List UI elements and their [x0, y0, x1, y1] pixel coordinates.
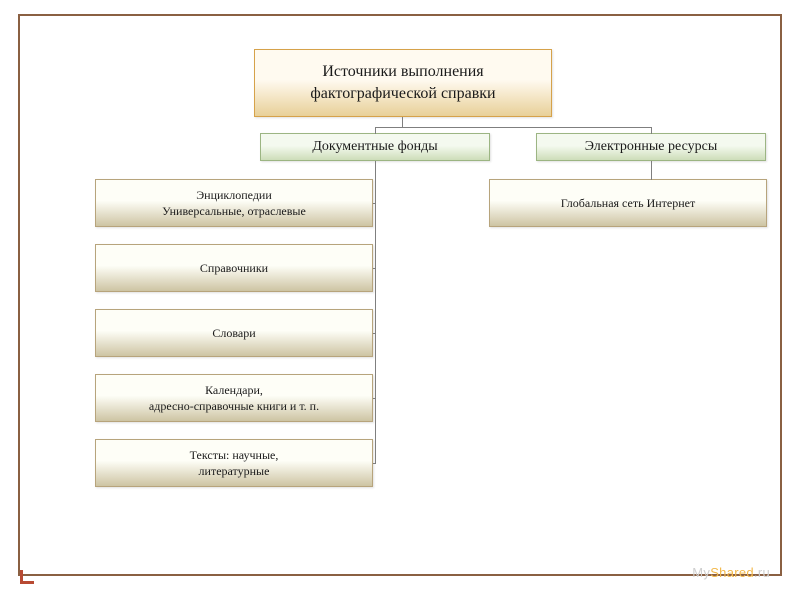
leaf-text: адресно-справочные книги и т. п. [149, 398, 319, 414]
tree-leaf-texts: Тексты: научные, литературные [95, 439, 373, 487]
tree-connector [373, 398, 376, 399]
leaf-text: Календари, [205, 382, 263, 398]
tree-connector [373, 333, 376, 334]
leaf-text: Справочники [200, 260, 268, 276]
tree-branch-documents: Документные фонды [260, 133, 490, 161]
tree-leaf-dictionaries: Словари [95, 309, 373, 357]
tree-connector [402, 117, 403, 127]
tree-root: Источники выполнения фактографической сп… [254, 49, 552, 117]
tree-connector [375, 161, 376, 463]
tree-branch-electronic: Электронные ресурсы [536, 133, 766, 161]
leaf-text: Универсальные, отраслевые [162, 203, 306, 219]
leaf-text: Глобальная сеть Интернет [561, 195, 695, 211]
tree-root-line1: Источники выполнения [322, 61, 483, 83]
tree-connector [651, 161, 652, 180]
tree-root-line2: фактографической справки [310, 83, 495, 105]
leaf-text: литературные [199, 463, 270, 479]
tree-connector [651, 127, 652, 134]
watermark: MyShared.ru [692, 565, 770, 580]
branch-electronic-label: Электронные ресурсы [585, 138, 717, 157]
tree-connector [375, 127, 376, 134]
tree-leaf-calendars: Календари, адресно-справочные книги и т.… [95, 374, 373, 422]
tree-leaf-handbooks: Справочники [95, 244, 373, 292]
corner-decoration-icon [20, 570, 34, 584]
tree-leaf-encyclopedias: Энциклопедии Универсальные, отраслевые [95, 179, 373, 227]
leaf-text: Тексты: научные, [190, 447, 279, 463]
tree-connector [373, 463, 376, 464]
watermark-dot: .ru [754, 565, 770, 580]
tree-leaf-internet: Глобальная сеть Интернет [489, 179, 767, 227]
leaf-text: Энциклопедии [196, 187, 272, 203]
branch-documents-label: Документные фонды [312, 138, 437, 157]
tree-connector [375, 127, 651, 128]
tree-connector [373, 268, 376, 269]
tree-connector [373, 203, 376, 204]
watermark-prefix: My [692, 565, 710, 580]
watermark-suffix: Shared [710, 565, 754, 580]
leaf-text: Словари [212, 325, 255, 341]
